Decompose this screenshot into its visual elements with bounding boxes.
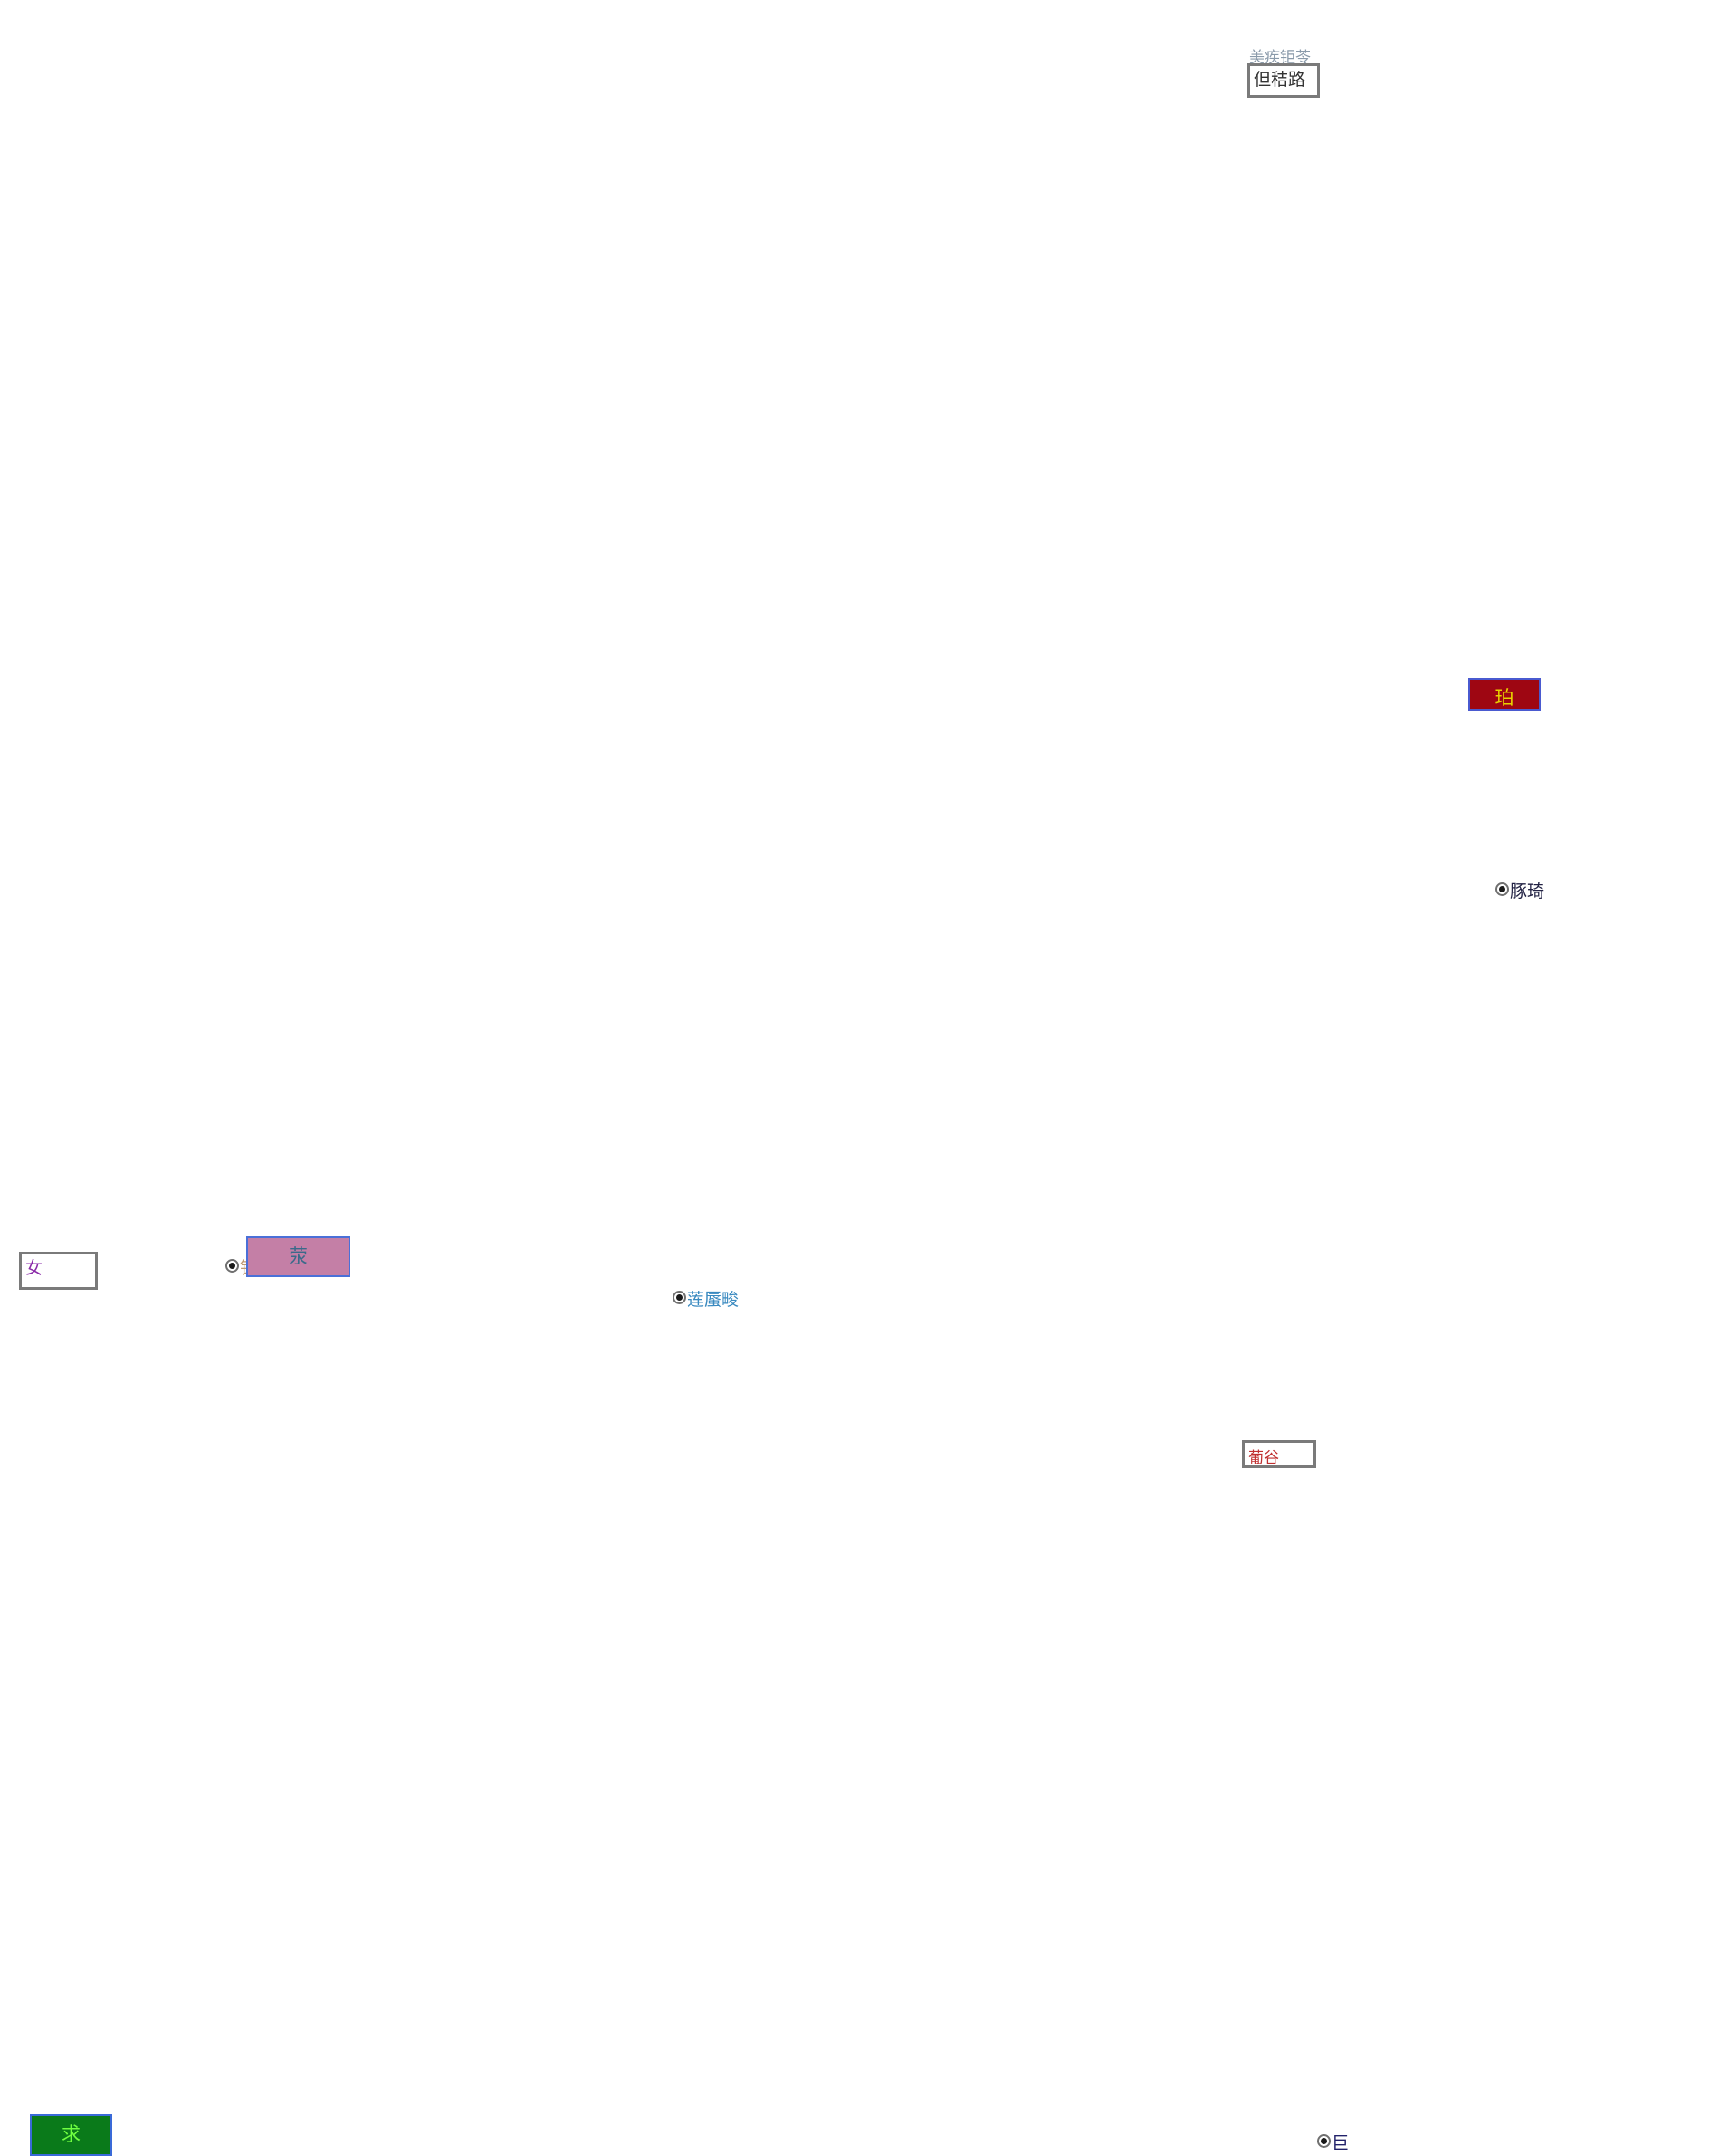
radio-option-top-right[interactable]: 豚琦 xyxy=(1495,878,1544,901)
radio-option-center[interactable]: 莲蜃畯 xyxy=(673,1286,739,1309)
pink-button[interactable]: 荥 xyxy=(246,1236,350,1277)
radio-dot-icon[interactable] xyxy=(225,1259,239,1273)
radio-label: 豚琦 xyxy=(1510,882,1545,902)
radio-label: 巨 xyxy=(1332,2133,1350,2153)
red-button[interactable]: 珀 xyxy=(1468,678,1541,711)
top-field-label: 美疾钜苓 xyxy=(1249,49,1311,67)
green-button[interactable]: 求 xyxy=(30,2114,112,2156)
lower-right-text-input[interactable]: 葡谷 xyxy=(1242,1440,1316,1468)
radio-dot-icon[interactable] xyxy=(1495,882,1509,896)
radio-dot-icon[interactable] xyxy=(673,1291,686,1304)
left-text-input[interactable]: 女 xyxy=(19,1252,98,1290)
top-text-input[interactable]: 但秸路 xyxy=(1247,63,1320,98)
radio-label: 莲蜃畯 xyxy=(687,1290,740,1310)
radio-option-bottom-right[interactable]: 巨 xyxy=(1317,2130,1349,2152)
radio-dot-icon[interactable] xyxy=(1317,2134,1331,2148)
